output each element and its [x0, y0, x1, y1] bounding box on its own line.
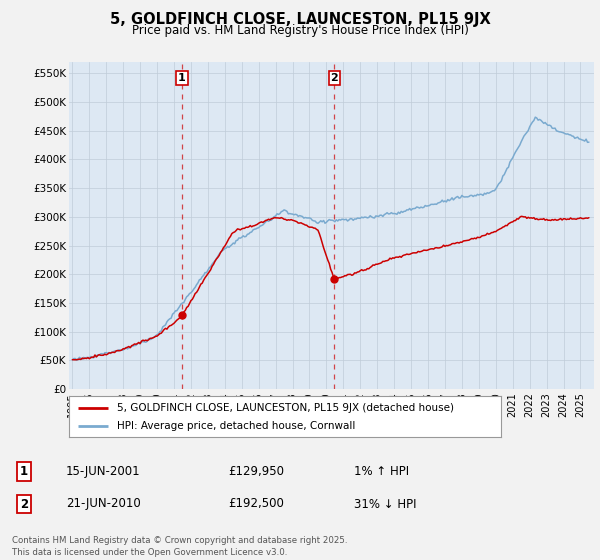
Text: 1% ↑ HPI: 1% ↑ HPI	[354, 465, 409, 478]
Text: 21-JUN-2010: 21-JUN-2010	[66, 497, 141, 511]
Text: 31% ↓ HPI: 31% ↓ HPI	[354, 497, 416, 511]
Text: Price paid vs. HM Land Registry's House Price Index (HPI): Price paid vs. HM Land Registry's House …	[131, 24, 469, 36]
Text: 2: 2	[331, 73, 338, 83]
Text: HPI: Average price, detached house, Cornwall: HPI: Average price, detached house, Corn…	[116, 421, 355, 431]
Text: 1: 1	[178, 73, 185, 83]
Text: £129,950: £129,950	[228, 465, 284, 478]
Text: 15-JUN-2001: 15-JUN-2001	[66, 465, 140, 478]
Text: £192,500: £192,500	[228, 497, 284, 511]
Text: 5, GOLDFINCH CLOSE, LAUNCESTON, PL15 9JX: 5, GOLDFINCH CLOSE, LAUNCESTON, PL15 9JX	[110, 12, 490, 27]
Text: 5, GOLDFINCH CLOSE, LAUNCESTON, PL15 9JX (detached house): 5, GOLDFINCH CLOSE, LAUNCESTON, PL15 9JX…	[116, 403, 454, 413]
Text: Contains HM Land Registry data © Crown copyright and database right 2025.
This d: Contains HM Land Registry data © Crown c…	[12, 536, 347, 557]
Text: 2: 2	[20, 497, 28, 511]
Text: 1: 1	[20, 465, 28, 478]
